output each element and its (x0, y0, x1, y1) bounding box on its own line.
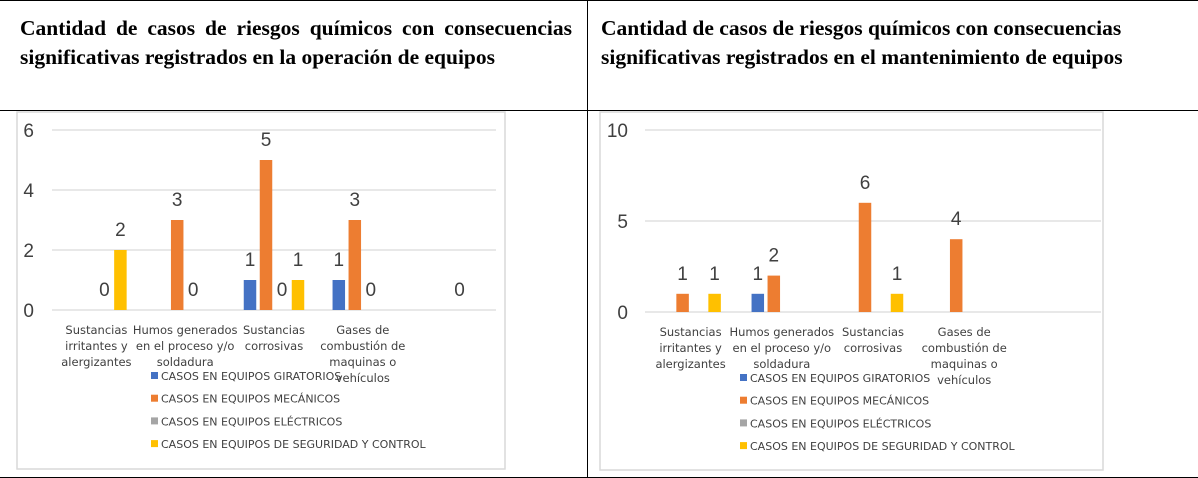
data-label: 1 (753, 264, 764, 285)
x-tick-label: vehículos (937, 373, 991, 387)
data-label: 6 (860, 173, 871, 194)
x-tick-label: en el proceso y/o (733, 341, 832, 355)
y-tick-label: 10 (607, 121, 628, 142)
x-tick-label: en el proceso y/o (136, 339, 235, 353)
bar (751, 293, 765, 312)
bar (348, 220, 362, 310)
data-label: 0 (188, 280, 199, 301)
data-label: 0 (454, 280, 465, 301)
bar (890, 293, 904, 312)
x-tick-label: combustión de (922, 341, 1007, 355)
chart-frame (16, 111, 506, 470)
y-tick-label: 2 (23, 241, 34, 262)
legend-label: CASOS EN EQUIPOS MECÁNICOS (161, 393, 340, 406)
legend-swatch (740, 396, 747, 404)
x-tick-label: soldadura (157, 355, 214, 369)
data-label: 2 (115, 220, 126, 241)
bar (332, 280, 346, 310)
legend-label: CASOS EN EQUIPOS DE SEGURIDAD Y CONTROL (750, 440, 1016, 453)
table-top-border (0, 0, 1198, 1)
legend-label: CASOS EN EQUIPOS ELÉCTRICOS (750, 417, 931, 430)
bar (676, 293, 689, 312)
x-tick-label: maquinas o (931, 357, 998, 371)
x-tick-label: soldadura (753, 357, 810, 371)
bar (949, 239, 963, 312)
chart-frame (599, 111, 1104, 471)
data-label: 4 (951, 209, 962, 230)
bar (708, 293, 721, 312)
x-tick-label: alergizantes (655, 357, 725, 371)
x-tick-label: Humos generados (133, 323, 238, 337)
data-label: 1 (709, 264, 720, 285)
data-label: 0 (366, 280, 377, 301)
data-label: 1 (293, 250, 304, 271)
bar (114, 250, 127, 310)
data-label: 0 (99, 280, 110, 301)
bar (259, 160, 273, 310)
bar (858, 202, 872, 312)
data-label: 1 (245, 250, 256, 271)
x-tick-label: Sustancias (842, 325, 904, 339)
bar (291, 280, 305, 310)
data-label: 0 (277, 280, 288, 301)
bar (170, 220, 184, 310)
y-tick-label: 0 (617, 303, 628, 324)
data-label: 3 (172, 190, 183, 211)
x-tick-label: vehículos (336, 371, 390, 385)
legend-label: CASOS EN EQUIPOS GIRATORIOS (750, 372, 930, 385)
y-tick-label: 6 (23, 121, 34, 142)
chart-title-operacion: Cantidad de casos de riesgos químicos co… (20, 16, 572, 69)
data-label: 1 (677, 264, 688, 285)
x-tick-label: irritantes y (65, 339, 128, 353)
y-tick-label: 5 (617, 212, 628, 233)
x-tick-label: Gases de (938, 325, 991, 339)
x-tick-label: corrosivas (245, 339, 303, 353)
x-tick-label: Gases de (336, 323, 389, 337)
data-label: 1 (892, 264, 903, 285)
legend-swatch (151, 440, 158, 448)
legend-swatch (151, 417, 158, 425)
legend-label: CASOS EN EQUIPOS GIRATORIOS (161, 370, 341, 383)
y-tick-label: 0 (23, 301, 34, 322)
x-tick-label: Humos generados (729, 325, 834, 339)
legend-label: CASOS EN EQUIPOS MECÁNICOS (750, 395, 929, 408)
x-tick-label: Sustancias (243, 323, 305, 337)
data-label: 2 (769, 246, 780, 267)
x-tick-label: alergizantes (61, 355, 131, 369)
x-tick-label: irritantes y (659, 341, 722, 355)
legend-swatch (151, 372, 158, 379)
y-tick-label: 4 (23, 181, 34, 202)
legend-label: CASOS EN EQUIPOS DE SEGURIDAD Y CONTROL (161, 438, 427, 451)
x-tick-label: Sustancias (65, 323, 127, 337)
bar (243, 280, 257, 310)
x-tick-label: maquinas o (329, 355, 396, 369)
legend-swatch (740, 442, 747, 450)
x-tick-label: Sustancias (660, 325, 722, 339)
data-label: 1 (334, 250, 345, 271)
bar (767, 275, 781, 312)
legend-swatch (151, 394, 158, 402)
legend-swatch (740, 374, 747, 381)
legend-swatch (740, 419, 747, 427)
table-column-divider (587, 0, 588, 478)
data-label: 5 (261, 130, 272, 151)
x-tick-label: corrosivas (844, 341, 902, 355)
x-tick-label: combustión de (320, 339, 405, 353)
chart-title-mantenimiento: Cantidad de casos de riesgos químicos co… (601, 16, 1123, 69)
table-header-border (0, 110, 1198, 111)
legend-label: CASOS EN EQUIPOS ELÉCTRICOS (161, 415, 342, 428)
data-label: 3 (350, 190, 361, 211)
